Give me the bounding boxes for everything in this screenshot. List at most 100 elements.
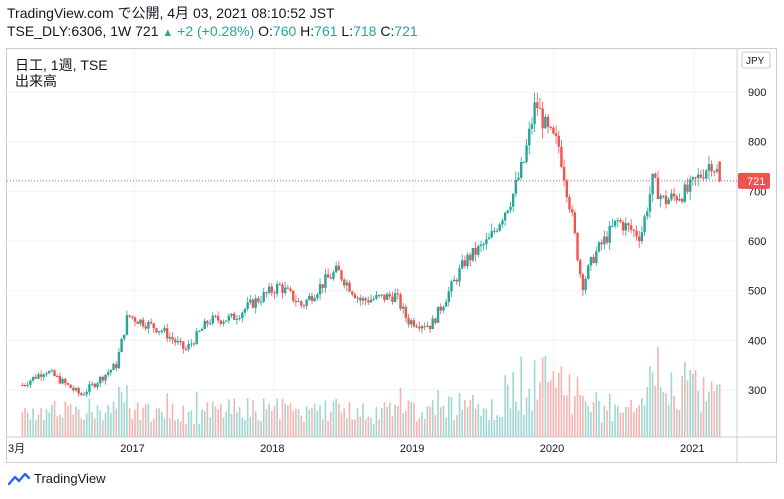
volume-bar (241, 417, 244, 437)
volume-bar (233, 398, 236, 437)
candle-body (608, 225, 611, 243)
candle-body (667, 199, 670, 205)
volume-bar (692, 373, 694, 437)
candle-body (415, 326, 418, 328)
last-price: 721 (135, 23, 159, 39)
volume-bar (329, 411, 332, 437)
candle-body (385, 294, 389, 300)
volume-bar (622, 412, 624, 437)
volume-bar (592, 402, 595, 437)
volume-bar (515, 401, 517, 437)
candle-body (597, 242, 601, 252)
volume-bar (450, 397, 453, 437)
candle-body (50, 370, 54, 372)
volume-bar (150, 421, 152, 437)
candle-body (611, 225, 614, 227)
candle-body (144, 326, 147, 329)
volume-bar (24, 408, 26, 437)
candle-body (436, 306, 440, 323)
volume-bar (525, 397, 528, 437)
volume-bar (549, 380, 552, 437)
volume-bar (606, 410, 608, 437)
candle-body (672, 193, 676, 197)
candle-body (651, 173, 654, 195)
currency-badge (741, 51, 771, 69)
chart-frame[interactable] (6, 48, 777, 463)
low-value: 718 (353, 23, 377, 39)
candle-body (345, 282, 349, 286)
volume-bar (61, 417, 64, 437)
volume-bar (26, 412, 29, 437)
candle-body (238, 318, 241, 320)
volume-bar (246, 398, 249, 437)
candle-body (31, 376, 35, 381)
candle-body (490, 230, 493, 238)
volume-bar (380, 408, 383, 437)
candle-body (399, 294, 402, 309)
open-value: 760 (272, 23, 297, 39)
volume-bar (313, 403, 316, 437)
candle-body (369, 299, 373, 303)
volume-bar (442, 405, 445, 437)
candle-body (423, 326, 426, 328)
volume-bar (64, 401, 67, 437)
candle-body (509, 206, 512, 211)
candle-body (554, 133, 558, 136)
candle-body (568, 197, 571, 210)
volume-bar (555, 387, 557, 437)
candle-body (313, 298, 316, 302)
volume-bar (252, 400, 254, 437)
candle-body (163, 328, 166, 331)
volume-bar (96, 405, 99, 437)
volume-bar (464, 399, 466, 437)
candle-body (152, 323, 155, 329)
volume-bar (177, 418, 179, 437)
volume-bar (619, 413, 622, 437)
volume-bar (675, 408, 678, 437)
close-value: 721 (394, 23, 418, 39)
volume-bar (576, 376, 579, 437)
candle-body (348, 282, 351, 292)
volume-bar (147, 403, 150, 437)
candle-body (300, 301, 303, 306)
candle-body (318, 284, 322, 295)
candle-body (393, 293, 397, 303)
volume-bar (700, 412, 702, 437)
volume-bar (48, 412, 50, 437)
last-price-badge (738, 172, 770, 189)
candle-body (23, 385, 27, 387)
volume-bar (472, 394, 474, 437)
candle-body (546, 116, 550, 127)
tradingview-logo[interactable]: TradingView (8, 471, 106, 486)
volume-bar (509, 408, 512, 437)
volume-bar (531, 410, 533, 437)
candle-body (514, 179, 518, 194)
volume-bar (405, 410, 407, 437)
candle-body (635, 230, 638, 237)
volume-bar (662, 392, 665, 437)
volume-bar (338, 403, 340, 437)
volume-bar (32, 408, 34, 437)
candle-body (112, 364, 115, 370)
candle-body (579, 260, 582, 275)
candle-body (206, 320, 209, 324)
volume-bar (646, 387, 649, 437)
x-tick-label: 2017 (120, 443, 144, 455)
candle-body (334, 265, 338, 273)
volume-bar (276, 398, 278, 437)
candle-body (576, 232, 579, 261)
volume-bar (466, 407, 469, 437)
volume-bar (220, 404, 222, 437)
volume-bar (673, 395, 675, 437)
volume-bar (614, 404, 616, 437)
candle-body (34, 376, 37, 379)
volume-bar (142, 407, 144, 437)
candle-body (670, 193, 673, 200)
candle-body (93, 383, 96, 388)
candle-body (501, 220, 504, 225)
candle-body (235, 319, 239, 321)
candle-body (179, 340, 182, 342)
volume-bar (571, 414, 573, 437)
price-change: +2 (+0.28%) (177, 23, 255, 39)
